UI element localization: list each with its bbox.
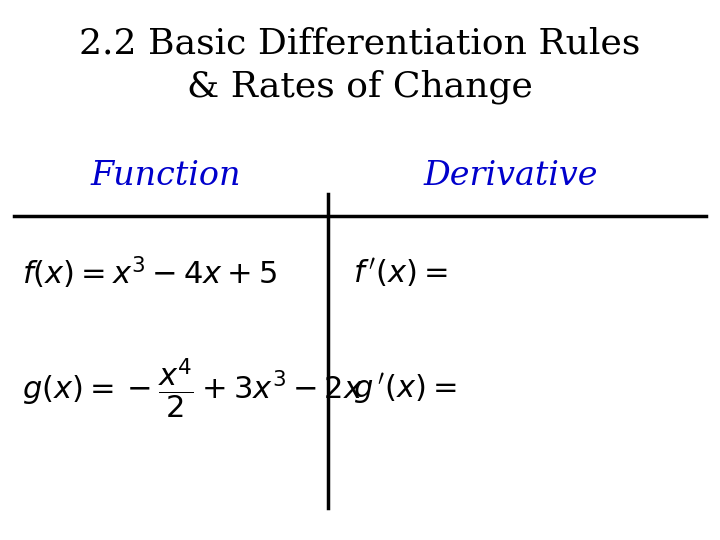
Text: $g\,'(x)=$: $g\,'(x)=$ [353,372,456,406]
Text: $f\left(x\right)=x^{3}-4x+5$: $f\left(x\right)=x^{3}-4x+5$ [22,254,276,291]
Text: Derivative: Derivative [424,160,598,192]
Text: $f\,'(x)=$: $f\,'(x)=$ [353,256,448,289]
Text: Function: Function [90,160,241,192]
Text: 2.2 Basic Differentiation Rules
& Rates of Change: 2.2 Basic Differentiation Rules & Rates … [79,27,641,104]
Text: $g\left(x\right)=-\dfrac{x^{4}}{2}+3x^{3}-2x$: $g\left(x\right)=-\dfrac{x^{4}}{2}+3x^{3… [22,357,363,421]
